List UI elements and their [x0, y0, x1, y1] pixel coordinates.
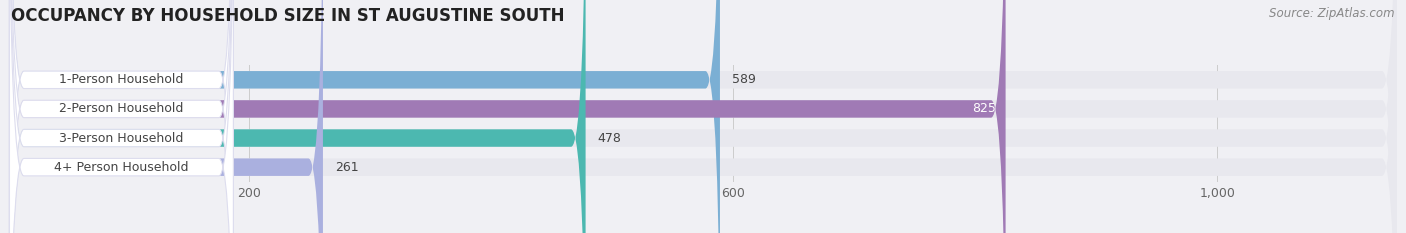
FancyBboxPatch shape [10, 0, 1396, 233]
Text: 825: 825 [972, 103, 995, 115]
Text: 261: 261 [335, 161, 359, 174]
FancyBboxPatch shape [10, 0, 323, 233]
FancyBboxPatch shape [10, 0, 233, 233]
FancyBboxPatch shape [10, 0, 1396, 233]
Text: 589: 589 [733, 73, 756, 86]
Text: Source: ZipAtlas.com: Source: ZipAtlas.com [1270, 7, 1395, 20]
FancyBboxPatch shape [10, 0, 233, 233]
FancyBboxPatch shape [10, 0, 233, 233]
FancyBboxPatch shape [10, 0, 1005, 233]
FancyBboxPatch shape [10, 0, 585, 233]
FancyBboxPatch shape [10, 0, 720, 233]
FancyBboxPatch shape [10, 0, 1396, 233]
FancyBboxPatch shape [10, 0, 233, 233]
Text: 3-Person Household: 3-Person Household [59, 132, 184, 144]
Text: 1-Person Household: 1-Person Household [59, 73, 184, 86]
Text: 4+ Person Household: 4+ Person Household [55, 161, 188, 174]
FancyBboxPatch shape [10, 0, 1396, 233]
Text: OCCUPANCY BY HOUSEHOLD SIZE IN ST AUGUSTINE SOUTH: OCCUPANCY BY HOUSEHOLD SIZE IN ST AUGUST… [11, 7, 565, 25]
Text: 2-Person Household: 2-Person Household [59, 103, 184, 115]
Text: 478: 478 [598, 132, 621, 144]
